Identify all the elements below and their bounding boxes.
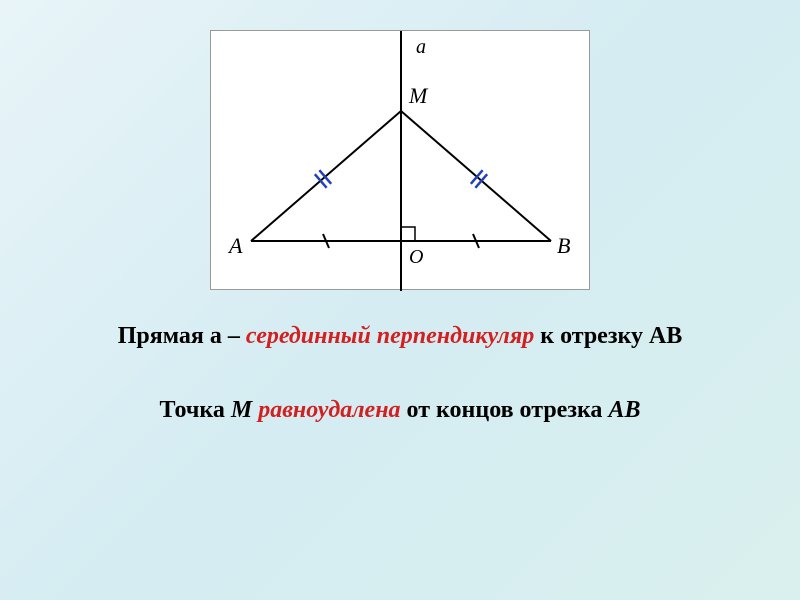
right-angle-mark [401,227,415,241]
text-segment: Прямая а – [118,323,246,349]
text-italic-ab: АВ [608,397,640,423]
label-point-o: O [409,246,423,268]
geometry-diagram: a M A B O [210,30,590,290]
caption-line-2: Точка М равноудалена от концов отрезка А… [118,394,683,428]
caption-block: Прямая а – серединный перпендикуляр к от… [78,320,723,427]
text-segment: Точка [160,397,231,423]
label-point-b: B [557,233,570,258]
label-a: a [416,36,426,58]
label-point-a: A [227,233,243,258]
caption-line-1: Прямая а – серединный перпендикуляр к от… [118,320,683,354]
text-italic-m: М [231,397,252,423]
label-m: M [408,83,429,108]
triangle-svg: a M A B O [211,31,591,291]
highlight-term-1: серединный перпендикуляр [246,323,534,349]
text-segment: к отрезку АВ [534,323,682,349]
highlight-term-2: равноудалена [258,397,400,423]
text-segment: от концов отрезка [401,397,609,423]
